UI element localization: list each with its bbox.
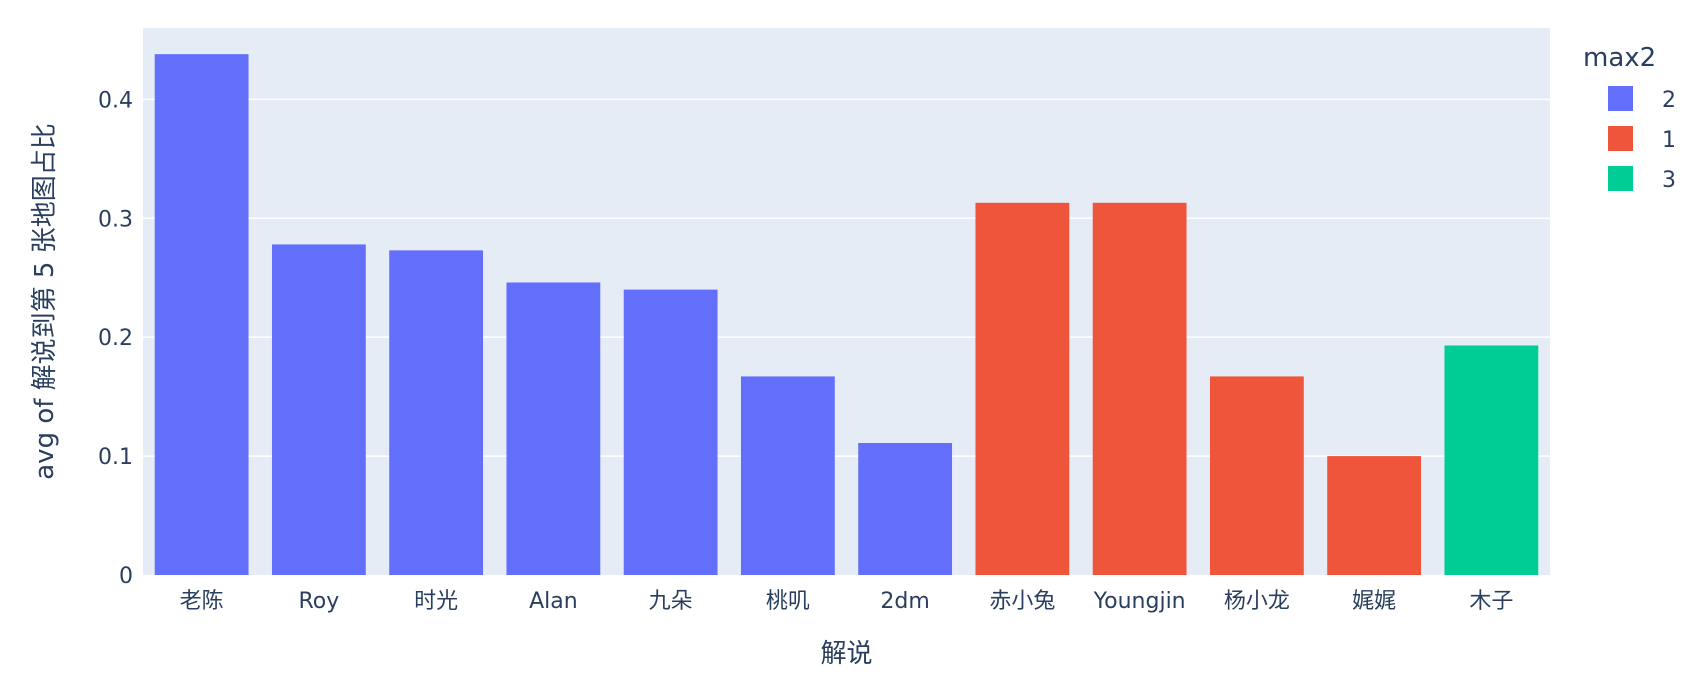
bar[interactable] (623, 289, 718, 575)
x-tick-label: 2dm (880, 589, 929, 614)
bar[interactable] (271, 244, 366, 575)
y-tick-label: 0.3 (98, 207, 133, 232)
y-axis-ticks: 0 0.1 0.2 0.3 0.4 (98, 88, 133, 589)
y-tick-label: 0.1 (98, 445, 133, 470)
x-tick-label: 老陈 (180, 589, 224, 614)
bar[interactable] (1444, 345, 1539, 575)
bar[interactable] (154, 54, 249, 575)
x-tick-label: Roy (298, 589, 339, 614)
bar[interactable] (1092, 202, 1187, 575)
x-tick-label: 九朵 (649, 589, 693, 614)
legend-swatch[interactable] (1608, 86, 1633, 111)
gridlines (143, 98, 1550, 457)
x-tick-label: 娓娓 (1352, 589, 1396, 614)
x-tick-label: 木子 (1469, 589, 1513, 614)
bar[interactable] (1327, 456, 1422, 575)
x-tick-label: 赤小兔 (989, 589, 1055, 614)
legend-swatch[interactable] (1608, 166, 1633, 191)
x-axis-title: 解说 (820, 639, 872, 669)
bar[interactable] (1209, 376, 1304, 575)
y-axis-title: avg of 解说到第 5 张地图占比 (30, 123, 60, 480)
y-tick-label: 0.2 (98, 326, 133, 351)
bar[interactable] (389, 250, 484, 576)
legend: max2 2 1 3 (1583, 43, 1676, 193)
bar[interactable] (975, 202, 1070, 575)
x-tick-label: 杨小龙 (1224, 589, 1290, 614)
legend-title: max2 (1583, 43, 1656, 73)
x-tick-label: Youngjin (1093, 589, 1186, 614)
y-tick-label: 0 (119, 564, 133, 589)
legend-label: 1 (1662, 128, 1676, 153)
x-axis-ticks: 老陈 Roy 时光 Alan 九朵 桃叽 2dm 赤小兔 Youngjin 杨小龙 娓娓 木子 (180, 589, 1514, 614)
y-tick-label: 0.4 (98, 88, 133, 113)
legend-label: 3 (1662, 168, 1676, 193)
legend-swatch[interactable] (1608, 126, 1633, 151)
x-tick-label: 时光 (414, 589, 458, 614)
bar[interactable] (740, 376, 835, 575)
x-tick-label: 桃叽 (766, 589, 810, 614)
bars (154, 54, 1539, 576)
legend-label: 2 (1662, 88, 1676, 113)
bar[interactable] (858, 443, 953, 575)
bar[interactable] (506, 282, 601, 575)
plot-area (143, 28, 1550, 575)
x-tick-label: Alan (529, 589, 578, 614)
